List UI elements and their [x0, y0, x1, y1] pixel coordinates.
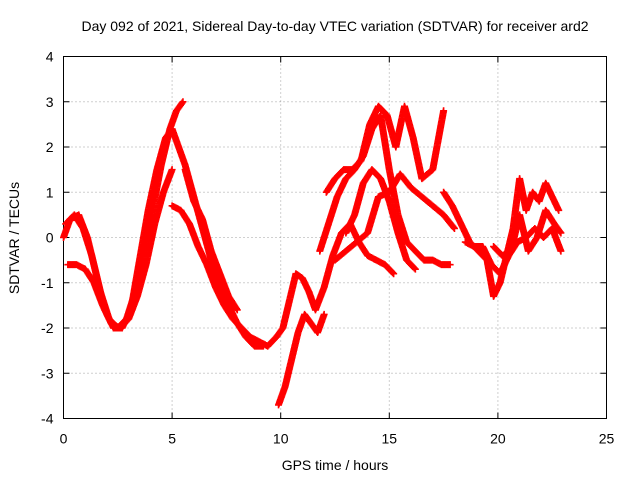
series-track-5	[181, 166, 241, 314]
series-track-3	[64, 166, 176, 332]
data-point	[555, 227, 563, 235]
y-tick-label: -3	[41, 365, 54, 381]
y-axis-label: SDTVAR / TECUs	[6, 182, 22, 294]
x-tick-label: 0	[60, 431, 68, 447]
series-track-14	[490, 206, 565, 260]
data-point	[389, 269, 397, 277]
y-tick-label: 2	[46, 139, 54, 155]
series-track-8	[316, 111, 454, 269]
y-tick-label: -1	[41, 275, 54, 291]
y-tick-label: 0	[46, 230, 54, 246]
data-point	[556, 246, 564, 254]
series-track-11	[342, 166, 419, 273]
data-point	[554, 205, 562, 213]
data-point	[445, 261, 453, 269]
data-point	[388, 268, 396, 276]
x-tick-label: 10	[273, 431, 289, 447]
chart-title: Day 092 of 2021, Sidereal Day-to-day VTE…	[81, 18, 588, 34]
data-point	[409, 263, 417, 271]
series-track-7	[275, 310, 328, 409]
data-point	[233, 305, 241, 313]
series-track-13	[461, 224, 565, 278]
series-track-6	[264, 220, 398, 350]
x-tick-label: 25	[599, 431, 615, 447]
series-track-10	[331, 170, 458, 264]
data-point	[449, 222, 457, 230]
x-tick-label: 20	[490, 431, 506, 447]
x-tick-label: 15	[382, 431, 398, 447]
x-tick-label: 5	[168, 431, 176, 447]
y-tick-label: 1	[46, 184, 54, 200]
y-tick-label: 3	[46, 94, 54, 110]
data-point	[178, 99, 186, 107]
y-tick-label: -2	[41, 320, 54, 336]
data-point	[320, 312, 328, 320]
data-point	[177, 100, 185, 108]
data-point	[556, 228, 564, 236]
data-point	[450, 223, 458, 231]
tick-labels: 0 5 10 15 20 25 -4 -3 -2 -1 0 1 2 3 4	[41, 49, 614, 447]
series-track-9	[322, 102, 448, 196]
data-point	[410, 264, 418, 272]
data-point	[277, 326, 285, 334]
y-tick-label: 4	[46, 49, 54, 65]
data-point	[168, 167, 176, 175]
y-tick-label: -4	[41, 411, 54, 427]
series-track-4	[168, 202, 272, 350]
x-axis-label: GPS time / hours	[282, 457, 389, 473]
data-point	[439, 108, 447, 116]
data-marks	[60, 98, 565, 409]
